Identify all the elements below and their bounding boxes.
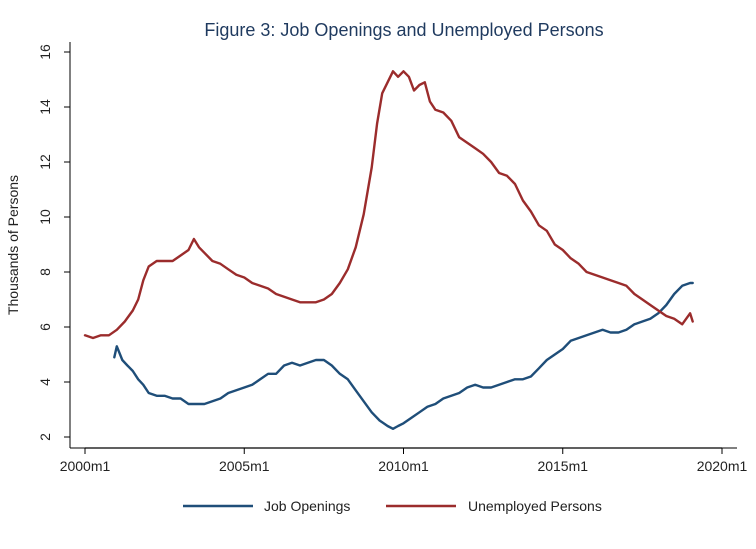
legend-label-job-openings: Job Openings bbox=[264, 498, 350, 514]
y-tick-label: 16 bbox=[37, 44, 53, 60]
x-tick-label: 2005m1 bbox=[219, 458, 270, 474]
x-tick-label: 2020m1 bbox=[697, 458, 748, 474]
y-axis-ticks: 2 4 6 8 10 12 14 16 bbox=[37, 44, 70, 441]
x-axis-ticks: 2000m1 2005m1 2010m1 2015m1 2020m1 bbox=[60, 448, 748, 474]
y-tick-label: 8 bbox=[37, 268, 53, 276]
series-line-unemployed-persons bbox=[83, 70, 694, 340]
legend-label-unemployed-persons: Unemployed Persons bbox=[468, 498, 602, 514]
x-tick-label: 2000m1 bbox=[60, 458, 111, 474]
legend: Job Openings Unemployed Persons bbox=[183, 498, 602, 514]
y-tick-label: 10 bbox=[37, 209, 53, 225]
series-lines bbox=[83, 70, 694, 430]
y-axis-title: Thousands of Persons bbox=[5, 175, 21, 315]
x-tick-label: 2010m1 bbox=[378, 458, 429, 474]
y-tick-label: 12 bbox=[37, 154, 53, 170]
chart-title: Figure 3: Job Openings and Unemployed Pe… bbox=[204, 20, 603, 40]
x-tick-label: 2015m1 bbox=[537, 458, 588, 474]
y-tick-label: 6 bbox=[37, 323, 53, 331]
y-tick-label: 4 bbox=[37, 378, 53, 386]
y-tick-label: 14 bbox=[37, 99, 53, 115]
y-tick-label: 2 bbox=[37, 433, 53, 441]
series-line-job-openings bbox=[113, 281, 694, 430]
